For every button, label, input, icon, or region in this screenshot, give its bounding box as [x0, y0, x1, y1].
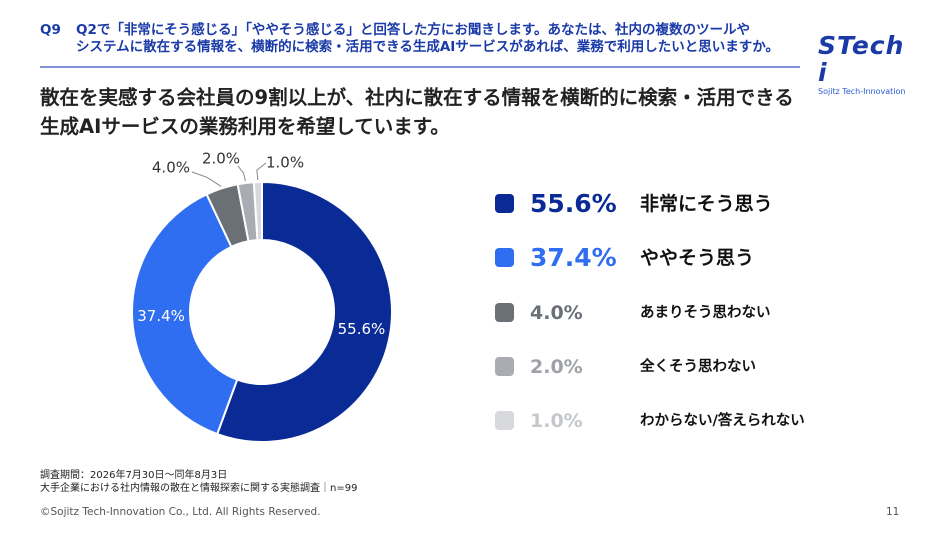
slice-label-2: 37.4%	[137, 307, 185, 325]
headline-line-1: 散在を実感する会社員の9割以上が、社内に散在する情報を横断的に検索・活用できる	[40, 86, 794, 109]
header-divider	[40, 66, 800, 68]
slice-label-3: 4.0%	[152, 159, 190, 177]
legend-swatch	[495, 411, 514, 430]
logo-wordmark: STech i	[818, 31, 905, 87]
slice-label-5: 1.0%	[266, 154, 304, 172]
legend-label: わからない/答えられない	[640, 413, 805, 429]
donut-slice-2	[131, 193, 239, 436]
slide-headline: 散在を実感する会社員の9割以上が、社内に散在する情報を横断的に検索・活用できる …	[40, 83, 860, 141]
legend-value: 37.4%	[530, 243, 617, 272]
legend-swatch	[495, 248, 514, 267]
leader-line-4	[237, 165, 246, 182]
logo-tagline: Sojitz Tech-Innovation	[818, 87, 906, 96]
leader-line-3	[191, 171, 222, 187]
legend-value: 2.0%	[530, 356, 583, 378]
survey-title: 大手企業における社内情報の散在と情報探索に関する実態調査｜n=99	[40, 483, 358, 494]
legend-label: ややそう思う	[640, 247, 755, 269]
question-text-2: システムに散在する情報を、横断的に検索・活用できる生成AIサービスがあれば、業務…	[76, 39, 780, 55]
question-line-1: Q9 Q2で「非常にそう感じる」「ややそう感じる」と回答した方にお聞きします。あな…	[40, 22, 800, 39]
question-text-1: Q2で「非常にそう感じる」「ややそう感じる」と回答した方にお聞きします。あなたは…	[76, 22, 750, 38]
legend-label: 非常にそう思う	[640, 193, 773, 215]
legend-swatch	[495, 194, 514, 213]
survey-info: 調査期間：2026年7月30日～同年8月3日 大手企業における社内情報の散在と情…	[40, 469, 357, 495]
company-logo: STech i Sojitz Tech-Innovation	[818, 32, 918, 96]
page-number: 11	[886, 506, 900, 518]
slice-label-4: 2.0%	[202, 150, 240, 168]
legend-swatch	[495, 357, 514, 376]
leader-line-5	[256, 162, 267, 181]
copyright: ©Sojitz Tech-Innovation Co., Ltd. All Ri…	[40, 506, 321, 518]
legend-swatch	[495, 303, 514, 322]
legend-label: あまりそう思わない	[640, 305, 771, 321]
legend-label: 全くそう思わない	[640, 359, 756, 375]
slice-label-1: 55.6%	[338, 320, 386, 338]
donut-slice-5	[252, 180, 263, 242]
survey-period: 調査期間：2026年7月30日～同年8月3日	[40, 470, 228, 481]
question-header: Q9 Q2で「非常にそう感じる」「ややそう感じる」と回答した方にお聞きします。あな…	[40, 22, 800, 56]
legend-value: 4.0%	[530, 302, 583, 324]
question-label: Q9	[40, 22, 61, 38]
legend-value: 1.0%	[530, 410, 583, 432]
headline-line-2: 生成AIサービスの業務利用を希望しています。	[40, 115, 450, 138]
donut-slice-1	[215, 180, 393, 443]
legend-value: 55.6%	[530, 189, 617, 218]
